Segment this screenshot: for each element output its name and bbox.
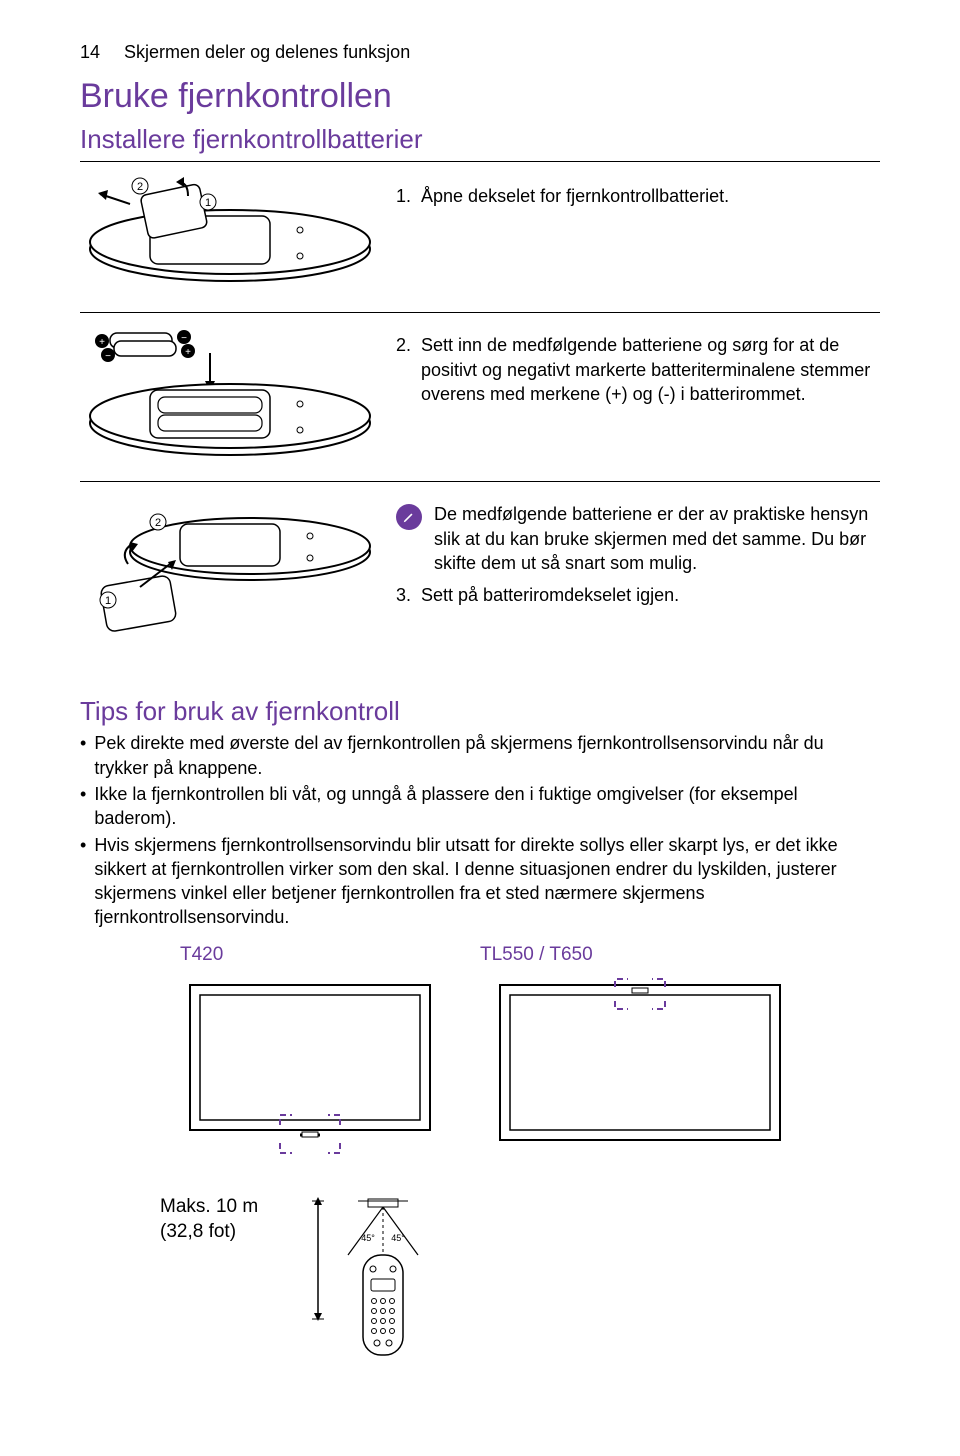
illustration-step-1: 1 2 (80, 174, 380, 294)
step-1-text: 1. Åpne dekselet for fjernkontrollbatter… (396, 174, 880, 208)
step-1-row: 1 2 1. Åpne dekselet for fjernkontrollba… (80, 174, 880, 313)
step-1-body: Åpne dekselet for fjernkontrollbatteriet… (421, 184, 729, 208)
model-label-2: TL550 / T650 (480, 942, 593, 968)
range-line-2: (32,8 fot) (160, 1220, 258, 1245)
svg-text:−: − (181, 333, 187, 344)
tips-list: •Pek direkte med øverste del av fjernkon… (80, 731, 880, 929)
range-row: Maks. 10 m (32,8 fot) 45° 45° (160, 1195, 880, 1371)
note-text: De medfølgende batteriene er der av prak… (434, 502, 880, 575)
page-header: 14 Skjermen deler og delenes funksjon (80, 40, 880, 64)
tv-diagrams-row (180, 975, 880, 1155)
svg-text:1: 1 (105, 595, 111, 607)
step-3-text: 3. Sett på batteriromdekselet igjen. (396, 583, 880, 607)
bullet-icon: • (80, 782, 86, 831)
running-headline: Skjermen deler og delenes funksjon (124, 40, 410, 64)
tips-heading: Tips for bruk av fjernkontroll (80, 694, 880, 729)
tv-diagram-tl550 (490, 975, 790, 1155)
step-2-body: Sett inn de medfølgende batteriene og sø… (421, 333, 880, 406)
step-3-body: Sett på batteriromdekselet igjen. (421, 583, 679, 607)
label-circle-1: 1 (205, 197, 211, 209)
note-row: De medfølgende batteriene er der av prak… (396, 502, 880, 575)
bullet-icon: • (80, 731, 86, 780)
model-label-1: T420 (180, 942, 440, 968)
heading-main: Bruke fjernkontrollen (80, 74, 880, 120)
svg-text:+: + (185, 347, 191, 358)
step-3-row: 2 1 De medfølgende batteriene er der av … (80, 492, 880, 670)
step-1-number: 1. (396, 184, 411, 208)
tip-item: •Ikke la fjernkontrollen bli våt, og unn… (80, 782, 880, 831)
step-2-text: 2. Sett inn de medfølgende batteriene og… (396, 323, 880, 406)
pencil-note-icon (396, 504, 422, 530)
range-text: Maks. 10 m (32,8 fot) (160, 1195, 258, 1244)
tip-3-text: Hvis skjermens fjernkontrollsensorvindu … (94, 833, 880, 930)
model-labels-row: T420 TL550 / T650 (180, 942, 880, 968)
tip-2-text: Ikke la fjernkontrollen bli våt, og unng… (94, 782, 880, 831)
tip-item: •Hvis skjermens fjernkontrollsensorvindu… (80, 833, 880, 930)
step-2-number: 2. (396, 333, 411, 406)
angle-left-label: 45° (361, 1233, 375, 1243)
step-2-row: + − − + 2. Sett inn de medfølgende batte… (80, 323, 880, 482)
bullet-icon: • (80, 833, 86, 930)
tip-1-text: Pek direkte med øverste del av fjernkont… (94, 731, 880, 780)
page-number: 14 (80, 40, 100, 64)
svg-text:+: + (99, 337, 105, 348)
label-circle-2: 2 (137, 181, 143, 193)
step-3-number: 3. (396, 583, 411, 607)
range-diagram: 45° 45° (298, 1195, 458, 1371)
svg-text:2: 2 (155, 517, 161, 529)
tip-item: •Pek direkte med øverste del av fjernkon… (80, 731, 880, 780)
heading-section: Installere fjernkontrollbatterier (80, 122, 880, 162)
illustration-step-3: 2 1 (80, 492, 380, 642)
tv-diagram-t420 (180, 975, 440, 1155)
range-line-1: Maks. 10 m (160, 1195, 258, 1220)
angle-right-label: 45° (391, 1233, 405, 1243)
illustration-step-2: + − − + (80, 323, 380, 463)
svg-text:−: − (105, 351, 111, 362)
